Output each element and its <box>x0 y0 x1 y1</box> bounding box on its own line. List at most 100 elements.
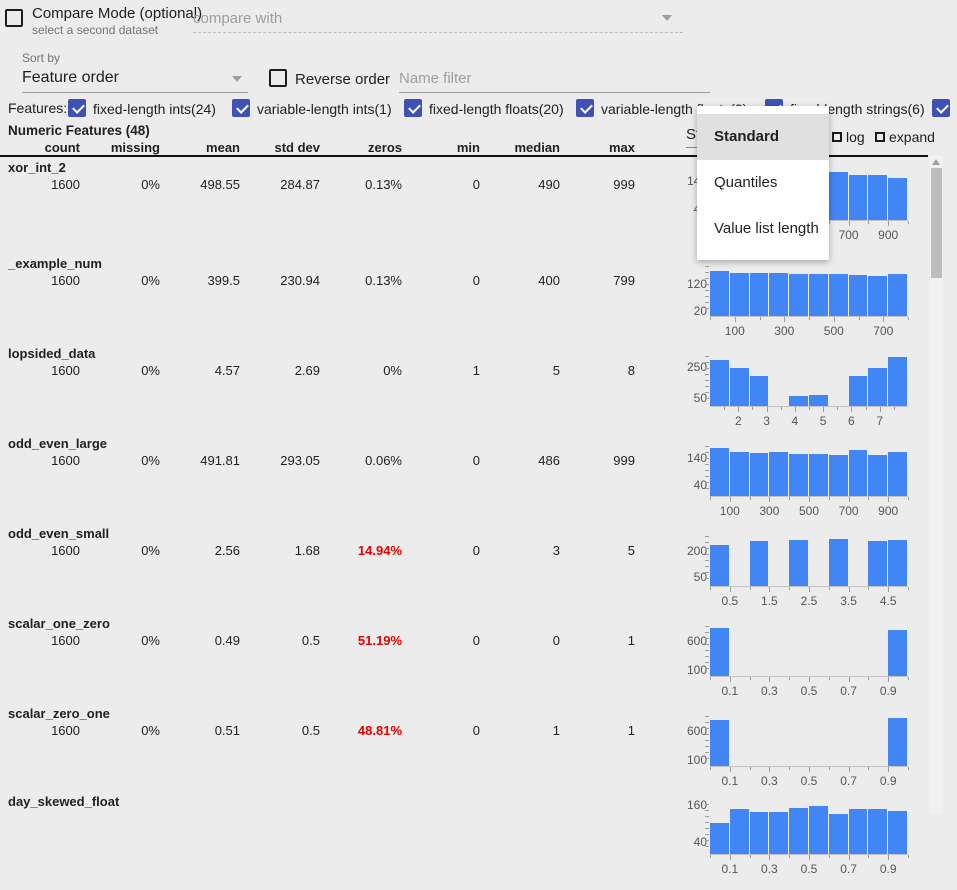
scrollbar[interactable] <box>930 155 943 814</box>
cell-zeros: 0.06% <box>365 453 402 468</box>
menu-item-quantiles[interactable]: Quantiles <box>714 174 778 191</box>
x-axis-tick <box>724 407 726 410</box>
y-axis-tick <box>705 846 709 847</box>
name-filter-input[interactable]: Name filter <box>399 70 472 87</box>
log-checkbox[interactable] <box>832 132 842 142</box>
cell-min: 0 <box>472 273 480 288</box>
compare-with-select[interactable]: compare with <box>193 10 283 27</box>
compare-mode-sublabel: select a second dataset <box>32 23 159 37</box>
histogram-bar <box>769 811 789 854</box>
x-axis-tick <box>769 767 771 772</box>
histogram-plot <box>710 622 908 677</box>
histogram-bar <box>729 272 749 316</box>
cell-stddev: 230.94 <box>280 273 320 288</box>
y-axis-tick <box>705 398 709 399</box>
sort-by-select[interactable]: Feature order <box>22 69 119 86</box>
feature-name: xor_int_2 <box>8 160 66 175</box>
feature-type-checkbox[interactable] <box>932 99 950 117</box>
histogram-bar <box>868 540 888 586</box>
reverse-order-checkbox[interactable] <box>269 69 287 87</box>
feature-type-checkbox[interactable] <box>68 99 86 117</box>
x-axis-tick <box>828 677 830 680</box>
x-axis-label: 500 <box>798 504 820 518</box>
x-axis-tick <box>752 407 754 410</box>
x-axis-label: 0.3 <box>761 774 778 788</box>
feature-type-checkbox[interactable] <box>576 99 594 117</box>
cell-missing: 0% <box>141 723 160 738</box>
feature-type-checkbox[interactable] <box>404 99 422 117</box>
y-axis-tick <box>705 302 709 303</box>
histogram-bar <box>809 454 828 496</box>
y-axis-label: 140 <box>686 450 707 465</box>
x-axis-tick <box>833 317 835 322</box>
histogram-bar <box>888 451 907 496</box>
y-axis-tick <box>705 644 709 645</box>
menu-item-value-list-length[interactable]: Value list length <box>714 220 819 237</box>
histogram-bar <box>848 174 868 220</box>
cell-max: 999 <box>613 453 635 468</box>
histogram-bar <box>828 171 848 220</box>
chevron-down-icon[interactable] <box>232 76 242 82</box>
y-axis-tick <box>705 266 709 267</box>
scrollbar-thumb[interactable] <box>931 168 942 278</box>
histogram-bar <box>710 719 729 766</box>
table-row: scalar_one_zero 1600 0% 0.49 0.5 51.19% 0 0 1 600… <box>0 616 957 712</box>
column-header-min: min <box>456 140 480 155</box>
x-axis-tick <box>908 587 909 590</box>
cell-median: 5 <box>552 363 560 378</box>
chevron-down-icon[interactable] <box>662 15 672 21</box>
x-axis-tick <box>710 767 711 770</box>
x-axis-tick <box>908 677 909 680</box>
x-axis-tick <box>780 407 782 410</box>
histogram-bar <box>868 455 888 496</box>
y-axis-tick <box>705 560 709 561</box>
histogram-bar <box>749 273 769 316</box>
reverse-order-label: Reverse order <box>295 71 391 88</box>
features-bar-label: Features: <box>8 100 68 116</box>
table-row: scalar_zero_one 1600 0% 0.51 0.5 48.81% 0 1 1 600… <box>0 706 957 802</box>
y-axis-label: 600 <box>686 633 707 648</box>
x-axis-tick <box>809 855 810 860</box>
histogram-bar <box>809 805 828 854</box>
histogram-bar <box>789 273 808 316</box>
y-axis-tick <box>705 740 709 741</box>
x-axis-label: 2.5 <box>800 594 818 608</box>
column-header-std-dev: std dev <box>274 140 320 155</box>
cell-mean: 2.56 <box>214 543 240 558</box>
cell-stddev: 1.68 <box>294 543 320 558</box>
histogram-bar <box>848 376 868 406</box>
x-axis-tick <box>908 221 909 224</box>
y-axis-label: 50 <box>693 391 707 406</box>
x-axis-tick <box>888 497 890 502</box>
column-header-zeros: zeros <box>368 140 402 155</box>
feature-type-label: variable-length ints(1) <box>257 101 392 117</box>
cell-min: 0 <box>472 177 480 192</box>
expand-checkbox[interactable] <box>875 132 885 142</box>
y-axis-tick <box>705 758 709 759</box>
cell-median: 490 <box>538 177 560 192</box>
histogram-bar <box>710 823 729 854</box>
x-axis-label: 900 <box>878 504 899 518</box>
menu-item-standard[interactable]: Standard <box>697 114 829 160</box>
x-axis-label: 7 <box>876 414 884 428</box>
feature-type-checkbox[interactable] <box>232 99 250 117</box>
y-axis-tick <box>705 566 709 567</box>
y-axis-tick <box>705 290 709 291</box>
scroll-up-icon[interactable] <box>932 159 940 165</box>
cell-zeros: 48.81% <box>357 723 402 738</box>
compare-mode-checkbox[interactable] <box>5 9 23 27</box>
x-axis-tick <box>710 497 711 500</box>
histogram-plot <box>710 532 908 587</box>
x-axis-tick <box>868 587 870 590</box>
x-axis-tick <box>749 497 751 500</box>
x-axis-tick <box>789 767 791 770</box>
x-axis-tick <box>809 407 810 410</box>
x-axis-tick <box>848 767 850 772</box>
histogram-plot <box>710 712 908 767</box>
cell-min: 0 <box>472 723 480 738</box>
x-axis-label: 0.7 <box>840 684 857 698</box>
cell-median: 3 <box>552 543 560 558</box>
column-header-mean: mean <box>206 140 240 155</box>
y-axis-label: 40 <box>693 834 707 849</box>
column-header-missing: missing <box>110 140 160 155</box>
